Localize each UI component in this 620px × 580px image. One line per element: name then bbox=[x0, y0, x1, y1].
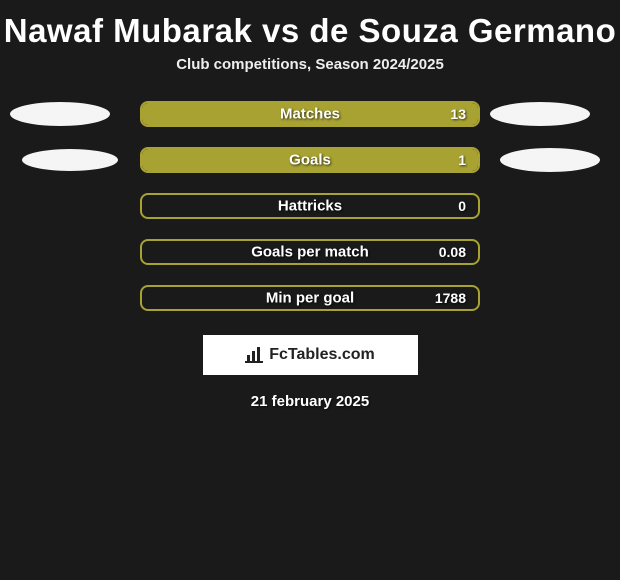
player-marker bbox=[490, 102, 590, 126]
stat-label: Matches bbox=[280, 106, 340, 123]
comparison-panel: Nawaf Mubarak vs de Souza Germano Club c… bbox=[0, 0, 620, 410]
player-marker bbox=[10, 102, 110, 126]
stat-bar: Goals per match 0.08 bbox=[140, 239, 480, 265]
page-title: Nawaf Mubarak vs de Souza Germano bbox=[0, 0, 620, 56]
stat-bar: Goals 1 bbox=[140, 147, 480, 173]
stat-bar: Min per goal 1788 bbox=[140, 285, 480, 311]
subtitle: Club competitions, Season 2024/2025 bbox=[0, 56, 620, 91]
stat-row: Matches 13 bbox=[0, 91, 620, 137]
player-marker bbox=[500, 148, 600, 172]
stat-row: Goals 1 bbox=[0, 137, 620, 183]
stat-row: Min per goal 1788 bbox=[0, 275, 620, 321]
logo-text: FcTables.com bbox=[269, 346, 375, 364]
stat-bar: Matches 13 bbox=[140, 101, 480, 127]
stat-label: Min per goal bbox=[266, 290, 354, 307]
stat-value: 0.08 bbox=[439, 244, 466, 260]
stat-label: Goals bbox=[289, 152, 331, 169]
player-marker bbox=[22, 149, 118, 171]
stat-row: Goals per match 0.08 bbox=[0, 229, 620, 275]
stat-bar: Hattricks 0 bbox=[140, 193, 480, 219]
stat-value: 13 bbox=[450, 106, 466, 122]
stat-value: 1788 bbox=[435, 290, 466, 306]
stat-value: 0 bbox=[458, 198, 466, 214]
stats-list: Matches 13 Goals 1 Hattricks 0 Goals per match… bbox=[0, 91, 620, 321]
stat-label: Hattricks bbox=[278, 198, 342, 215]
stat-label: Goals per match bbox=[251, 244, 369, 261]
stat-value: 1 bbox=[458, 152, 466, 168]
logo-badge[interactable]: FcTables.com bbox=[203, 335, 418, 375]
date-label: 21 february 2025 bbox=[0, 375, 620, 410]
chart-icon bbox=[245, 347, 263, 363]
stat-row: Hattricks 0 bbox=[0, 183, 620, 229]
